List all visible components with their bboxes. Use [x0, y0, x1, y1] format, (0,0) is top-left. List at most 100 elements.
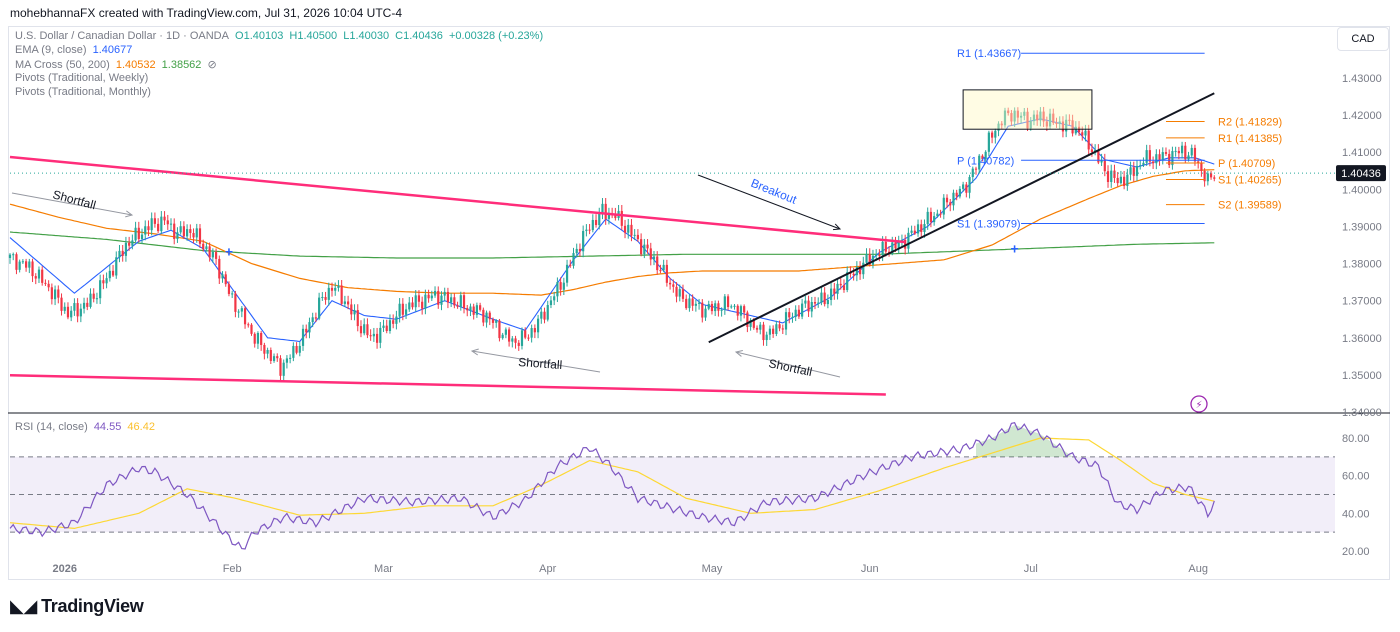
candle-body [765, 334, 768, 341]
candle-body [784, 312, 788, 330]
weekly-pivot-label: P (1.40709) [1218, 158, 1275, 170]
candle-body [176, 232, 179, 239]
candle-body [395, 316, 398, 324]
annotation-label: Shortfall [51, 187, 97, 212]
candle-body [1123, 176, 1126, 186]
channel-upper-trendline [9, 155, 906, 244]
candle-body [1168, 153, 1171, 166]
candle-body [726, 296, 730, 308]
candle-body [913, 230, 916, 234]
candle-body [1097, 150, 1100, 163]
candle-body [858, 267, 862, 275]
candle-body [318, 297, 321, 319]
candle-body [839, 283, 842, 286]
candle-body [994, 130, 997, 138]
candle-body [359, 326, 363, 334]
candle-body [195, 228, 198, 238]
chart-frame [8, 26, 1390, 580]
candle-body [334, 287, 337, 291]
candle-body [536, 318, 540, 333]
candle-body [250, 324, 253, 334]
logo-text: TradingView [41, 596, 144, 616]
candle-body [285, 358, 289, 363]
candle-body [524, 330, 527, 338]
candle-body [607, 213, 611, 219]
candle-body [163, 216, 166, 221]
monthly-pivot-label: R1 (1.43667) [957, 48, 1021, 60]
candle-body [111, 270, 115, 276]
candle-body [1193, 147, 1197, 162]
candle-body [884, 241, 887, 252]
candle-body [134, 227, 137, 241]
candle-body [437, 290, 440, 305]
candle-body [1023, 111, 1026, 116]
candle-body [643, 244, 646, 255]
legend-rsi-ma: 46.42 [127, 421, 155, 433]
candle-body [530, 328, 533, 338]
annotation-arrowhead [832, 223, 842, 231]
price-axis-tick: 1.43000 [1342, 73, 1382, 85]
candle-body [865, 254, 868, 263]
candle-body [440, 295, 443, 305]
candle-body [801, 303, 804, 317]
candle-body [192, 232, 195, 238]
candle-body [974, 168, 978, 170]
candle-body [272, 356, 276, 361]
candle-body [1100, 159, 1103, 163]
candle-body [978, 155, 981, 170]
candle-body [585, 229, 588, 232]
candle-body [279, 358, 282, 376]
candle-body [414, 295, 417, 308]
candle-body [553, 296, 556, 301]
last-price-label: 1.40436 [1341, 168, 1381, 180]
uptrend-trendline [708, 92, 1215, 344]
candle-body [1058, 121, 1061, 125]
candle-body [366, 324, 369, 336]
candle-body [549, 300, 553, 306]
legend-ma-row[interactable]: MA Cross (50, 200) 1.40532 1.38562 ⊘ [15, 58, 220, 71]
candle-body [1106, 171, 1110, 183]
legend-rsi-row[interactable]: RSI (14, close) 44.55 46.42 [15, 421, 158, 433]
price-axis-tick: 1.42000 [1342, 110, 1382, 122]
currency-button[interactable]: CAD [1337, 27, 1389, 51]
candle-body [733, 305, 736, 307]
candle-body [443, 291, 446, 296]
candle-body [575, 248, 578, 254]
legend-ema-row[interactable]: EMA (9, close) 1.40677 [15, 44, 135, 56]
candle-body [1045, 121, 1048, 127]
candle-body [234, 293, 237, 312]
candle-body [372, 333, 375, 337]
candle-body [730, 306, 733, 308]
candle-body [105, 278, 108, 284]
candle-body [353, 310, 356, 315]
candle-body [8, 254, 12, 258]
time-axis-tick: Aug [1188, 563, 1208, 575]
candle-body [1152, 161, 1155, 164]
candle-body [759, 324, 762, 330]
candle-body [794, 309, 797, 317]
annotation-arrowhead [125, 210, 134, 218]
candle-body [266, 349, 269, 354]
candle-body [1190, 147, 1193, 156]
candle-body [601, 203, 604, 214]
candle-body [421, 301, 424, 309]
candle-body [343, 301, 346, 304]
candle-body [962, 184, 965, 189]
candle-body [295, 345, 298, 353]
legend-pivots-weekly[interactable]: Pivots (Traditional, Weekly) [15, 72, 149, 84]
candle-body [404, 309, 408, 315]
legend-rsi-label: RSI (14, close) [15, 421, 88, 433]
candle-body [623, 225, 627, 233]
candle-body [1010, 113, 1013, 122]
candle-body [1032, 114, 1036, 122]
candle-body [546, 305, 549, 320]
candle-body [501, 334, 504, 339]
candle-body [401, 303, 404, 315]
candle-body [652, 256, 656, 260]
candle-body [569, 264, 572, 266]
legend-pivots-monthly[interactable]: Pivots (Traditional, Monthly) [15, 86, 151, 98]
candle-body [121, 250, 124, 256]
candle-body [34, 276, 37, 279]
candle-body [582, 231, 585, 252]
